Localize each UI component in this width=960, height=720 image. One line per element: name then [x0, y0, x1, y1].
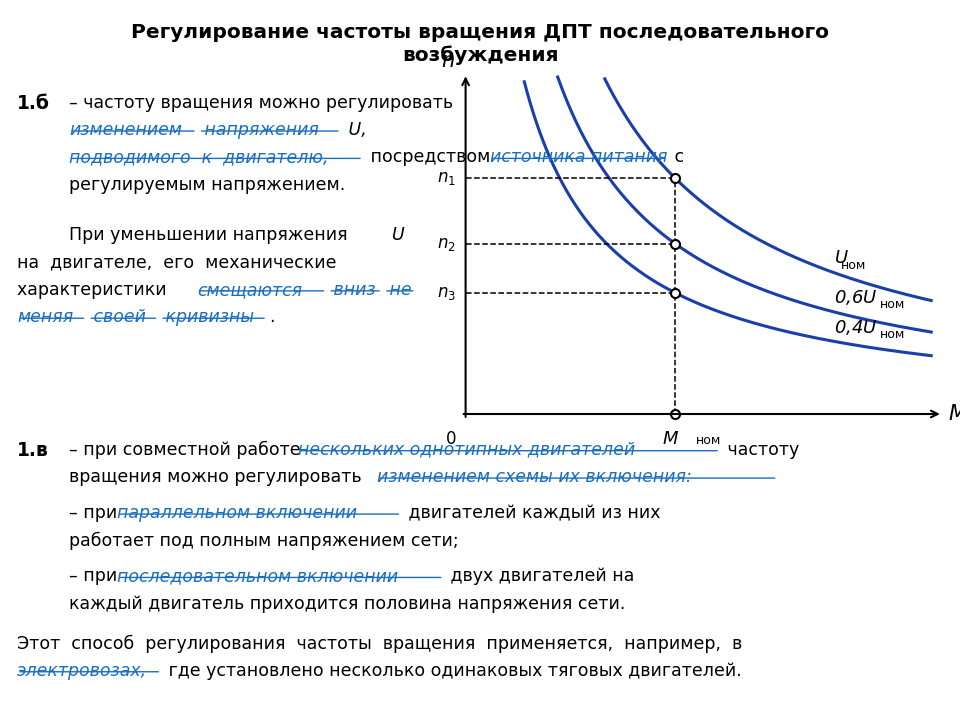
- Text: При уменьшении напряжения: При уменьшении напряжения: [69, 226, 353, 244]
- Text: 1.б: 1.б: [17, 94, 50, 112]
- Text: каждый двигатель приходится половина напряжения сети.: каждый двигатель приходится половина нап…: [69, 595, 626, 613]
- Text: двух двигателей на: двух двигателей на: [445, 567, 635, 585]
- Text: 1.в: 1.в: [17, 441, 49, 459]
- Text: источника питания: источника питания: [490, 148, 667, 166]
- Text: U: U: [392, 226, 404, 244]
- Text: $n_1$: $n_1$: [437, 169, 456, 187]
- Text: подводимого  к  двигателю,: подводимого к двигателю,: [69, 148, 328, 166]
- Text: на  двигателе,  его  механические: на двигателе, его механические: [17, 253, 337, 271]
- Text: последовательном включении: последовательном включении: [117, 567, 398, 585]
- Text: ном: ном: [879, 298, 905, 311]
- Text: $n_2$: $n_2$: [437, 235, 456, 253]
- Text: напряжения: напряжения: [199, 121, 319, 139]
- Text: изменением: изменением: [69, 121, 182, 139]
- Text: электровозах,: электровозах,: [17, 662, 148, 680]
- Text: частоту: частоту: [722, 441, 799, 459]
- Text: регулируемым напряжением.: регулируемым напряжением.: [69, 176, 346, 194]
- Text: посредством: посредством: [365, 148, 501, 166]
- Text: вниз: вниз: [328, 281, 376, 299]
- Text: с: с: [669, 148, 684, 166]
- Text: где установлено несколько одинаковых тяговых двигателей.: где установлено несколько одинаковых тяг…: [163, 662, 742, 680]
- Text: ном: ном: [879, 328, 905, 341]
- Text: кривизны: кривизны: [160, 308, 254, 326]
- Text: 0,6$U$: 0,6$U$: [833, 288, 877, 307]
- Text: нескольких однотипных двигателей: нескольких однотипных двигателей: [298, 441, 635, 459]
- Text: n: n: [442, 50, 455, 71]
- Text: двигателей каждый из них: двигателей каждый из них: [403, 504, 660, 522]
- Text: $U$: $U$: [833, 249, 849, 267]
- Text: – при: – при: [69, 567, 123, 585]
- Text: ном: ном: [696, 434, 722, 447]
- Text: Этот  способ  регулирования  частоты  вращения  применяется,  например,  в: Этот способ регулирования частоты вращен…: [17, 634, 742, 652]
- Text: параллельном включении: параллельном включении: [117, 504, 357, 522]
- Text: 0: 0: [446, 430, 456, 448]
- Text: .: .: [269, 308, 275, 326]
- Text: 0,4$U$: 0,4$U$: [833, 318, 877, 337]
- Text: Регулирование частоты вращения ДПТ последовательного
возбуждения: Регулирование частоты вращения ДПТ после…: [131, 23, 829, 65]
- Text: изменением схемы их включения:: изменением схемы их включения:: [377, 468, 692, 486]
- Text: смещаются: смещаются: [197, 281, 302, 299]
- Text: характеристики: характеристики: [17, 281, 173, 299]
- Text: – при: – при: [69, 504, 123, 522]
- Text: – при совместной работе: – при совместной работе: [69, 441, 306, 459]
- Text: $M$: $M$: [661, 430, 679, 448]
- Text: своей: своей: [88, 308, 146, 326]
- Text: – частоту вращения можно регулировать: – частоту вращения можно регулировать: [69, 94, 453, 112]
- Text: M: M: [948, 404, 960, 424]
- Text: работает под полным напряжением сети;: работает под полным напряжением сети;: [69, 531, 459, 549]
- Text: ном: ном: [841, 258, 867, 271]
- Text: U,: U,: [343, 121, 367, 139]
- Text: вращения можно регулировать: вращения можно регулировать: [69, 468, 368, 486]
- Text: $n_3$: $n_3$: [437, 284, 456, 302]
- Text: меняя: меняя: [17, 308, 74, 326]
- Text: не: не: [384, 281, 412, 299]
